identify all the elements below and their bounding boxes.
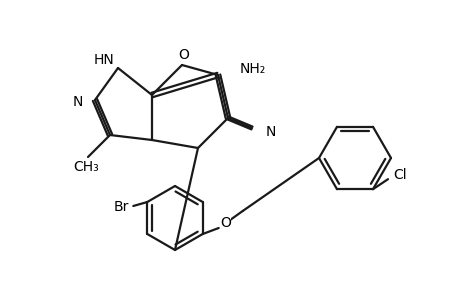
Text: NH₂: NH₂ xyxy=(240,62,266,76)
Text: CH₃: CH₃ xyxy=(73,160,99,174)
Text: Br: Br xyxy=(114,200,129,214)
Text: HN: HN xyxy=(93,53,114,67)
Text: O: O xyxy=(178,48,189,62)
Text: N: N xyxy=(265,125,276,139)
Text: O: O xyxy=(220,216,231,230)
Text: N: N xyxy=(73,95,83,109)
Text: Cl: Cl xyxy=(392,168,406,182)
